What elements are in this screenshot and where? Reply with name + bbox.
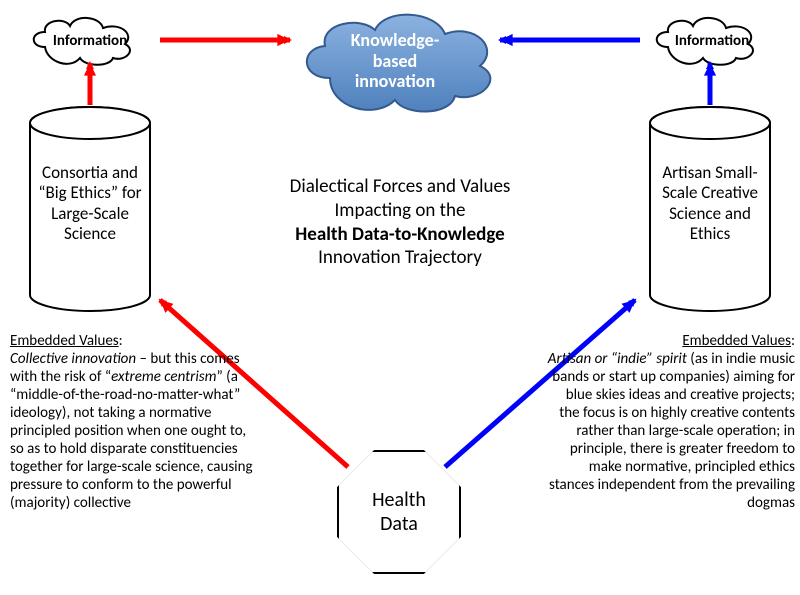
health-data-octagon: Health Data bbox=[337, 450, 461, 574]
cloud-center-label: Knowledge- based innovation bbox=[320, 30, 470, 92]
embedded-values-right: Embedded Values: Artisan or “indie” spir… bbox=[545, 332, 795, 512]
ev-left-body: Collective innovation – but this comes w… bbox=[10, 350, 253, 512]
ev-left-title: Embedded Values bbox=[10, 332, 119, 350]
cloud-center-line3: innovation bbox=[355, 70, 435, 92]
cylinder-right-label: Artisan Small-Scale Creative Science and… bbox=[652, 163, 768, 245]
cloud-left-label: Information bbox=[40, 32, 140, 50]
title-line3: Health Data-to-Knowledge bbox=[295, 223, 504, 246]
diagram-canvas: Information Information Knowledge- based… bbox=[0, 0, 800, 595]
cloud-center-line2: based bbox=[373, 50, 417, 72]
right-cloud-to-center-head bbox=[500, 34, 513, 46]
cylinder-left-label: Consortia and “Big Ethics” for Large-Sca… bbox=[32, 163, 148, 245]
octagon-line2: Data bbox=[380, 512, 418, 536]
title-line4: Innovation Trajectory bbox=[318, 246, 482, 269]
ev-right-body: Artisan or “indie” spirit (as in indie m… bbox=[548, 350, 795, 512]
left-cloud-to-center-head bbox=[277, 34, 290, 46]
cloud-center-line1: Knowledge- bbox=[351, 29, 439, 51]
ev-right-title: Embedded Values bbox=[682, 332, 791, 350]
title-line1: Dialectical Forces and Values bbox=[290, 175, 511, 198]
octagon-wrap: Health Data bbox=[337, 450, 461, 574]
center-title: Dialectical Forces and Values Impacting … bbox=[240, 175, 560, 270]
title-line2: Impacting on the bbox=[335, 199, 466, 222]
octagon-line1: Health bbox=[372, 488, 426, 512]
cloud-right-label: Information bbox=[662, 32, 762, 50]
embedded-values-left: Embedded Values: Collective innovation –… bbox=[10, 332, 260, 512]
